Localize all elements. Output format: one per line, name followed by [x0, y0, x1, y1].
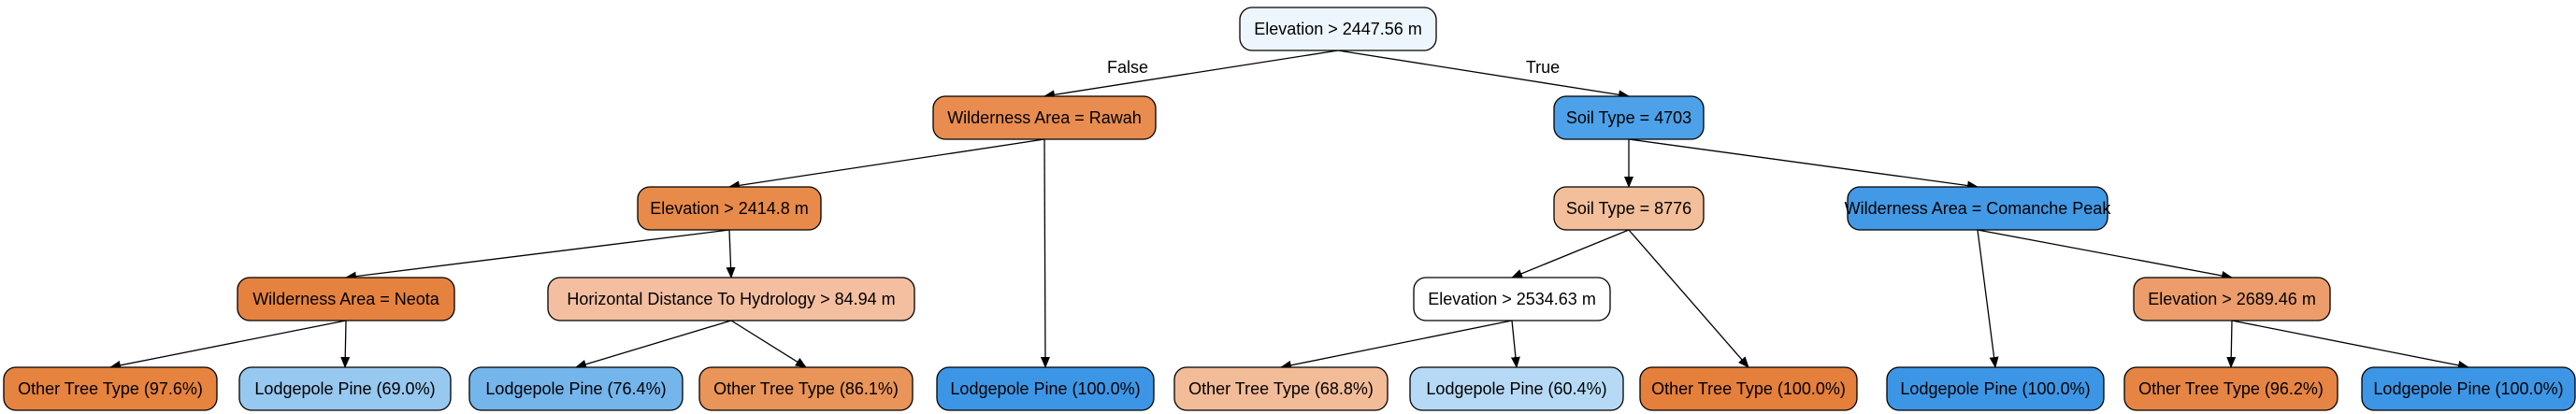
- edge-n7-to-l2: [340, 320, 351, 368]
- edge-n9-to-l5: [1280, 320, 1513, 370]
- edge-n12-to-l7: [2226, 320, 2237, 368]
- tree-node-n8: Horizontal Distance To Hydrology > 84.94…: [547, 277, 915, 321]
- edge-label-true: True: [1526, 58, 1560, 77]
- tree-node-box: [2133, 277, 2331, 321]
- tree-node-box: [936, 366, 1155, 411]
- tree-node-n12: Elevation > 2689.46 m: [2133, 277, 2331, 321]
- edge-n7-to-l1: [109, 320, 347, 370]
- tree-node-label: Wilderness Area = Comanche Peak: [1845, 199, 2112, 218]
- edge-n1-to-n3: [728, 138, 1045, 191]
- tree-node-box: [237, 277, 455, 321]
- tree-node-label: Elevation > 2414.8 m: [650, 199, 809, 218]
- tree-node-label: Other Tree Type (96.2%): [2138, 379, 2324, 398]
- tree-node-n6: Wilderness Area = Comanche Peak: [1845, 186, 2112, 231]
- tree-node-box: [1886, 366, 2105, 411]
- tree-node-label: Elevation > 2534.63 m: [1428, 290, 1596, 308]
- tree-node-box: [1847, 186, 2108, 231]
- tree-node-box: [1553, 95, 1705, 140]
- tree-node-label: Wilderness Area = Rawah: [947, 108, 1142, 127]
- tree-node-n4: Lodgepole Pine (100.0%): [936, 366, 1155, 411]
- tree-node-label: Other Tree Type (97.6%): [18, 379, 203, 398]
- tree-node-box: [1639, 366, 1858, 411]
- tree-node-label: Elevation > 2689.46 m: [2148, 290, 2316, 308]
- tree-node-l2: Lodgepole Pine (69.0%): [238, 366, 452, 411]
- tree-node-n5: Soil Type = 8776: [1553, 186, 1705, 231]
- tree-node-box: [932, 95, 1157, 140]
- tree-node-box: [547, 277, 915, 321]
- tree-node-n3: Elevation > 2414.8 m: [637, 186, 822, 231]
- nodes-layer: Elevation > 2447.56 m Wilderness Area = R…: [3, 7, 2576, 411]
- edge-n6-to-n11: [1977, 229, 1999, 368]
- tree-node-l5: Other Tree Type (68.8%): [1173, 366, 1389, 411]
- edge-n3-to-n8: [726, 229, 736, 278]
- tree-node-l1: Other Tree Type (97.6%): [3, 366, 218, 411]
- edge-label-false: False: [1107, 58, 1148, 77]
- tree-node-n10: Other Tree Type (100.0%): [1639, 366, 1858, 411]
- tree-node-n1: Wilderness Area = Rawah: [932, 95, 1157, 140]
- edges-layer: [109, 50, 2469, 370]
- edge-n5-to-n10: [1628, 229, 1749, 368]
- edge-n9-to-l6: [1510, 320, 1520, 368]
- edge-n3-to-n7: [345, 229, 730, 281]
- tree-node-box: [1413, 277, 1611, 321]
- tree-node-label: Lodgepole Pine (100.0%): [1900, 379, 2090, 398]
- tree-node-l8: Lodgepole Pine (100.0%): [2361, 366, 2576, 411]
- tree-node-label: Elevation > 2447.56 m: [1254, 20, 1422, 38]
- tree-node-l4: Other Tree Type (86.1%): [698, 366, 914, 411]
- tree-node-label: Lodgepole Pine (76.4%): [485, 379, 666, 398]
- tree-node-box: [2361, 366, 2576, 411]
- tree-node-box: [3, 366, 218, 411]
- tree-node-box: [1173, 366, 1389, 411]
- tree-node-l6: Lodgepole Pine (60.4%): [1409, 366, 1624, 411]
- tree-node-n2: Soil Type = 4703: [1553, 95, 1705, 140]
- tree-node-label: Other Tree Type (86.1%): [713, 379, 899, 398]
- tree-node-l3: Lodgepole Pine (76.4%): [468, 366, 684, 411]
- tree-node-box: [698, 366, 914, 411]
- edge-n8-to-l3: [575, 320, 732, 369]
- tree-node-box: [468, 366, 684, 411]
- tree-node-n9: Elevation > 2534.63 m: [1413, 277, 1611, 321]
- tree-node-label: Soil Type = 8776: [1566, 199, 1691, 218]
- edge-n5-to-n9: [1511, 229, 1630, 278]
- edge-n6-to-n12: [1977, 229, 2233, 280]
- tree-node-label: Horizontal Distance To Hydrology > 84.94…: [567, 290, 895, 308]
- tree-node-label: Other Tree Type (68.8%): [1188, 379, 1374, 398]
- tree-node-box: [1409, 366, 1624, 411]
- tree-node-box: [1553, 186, 1705, 231]
- tree-node-label: Lodgepole Pine (100.0%): [950, 379, 1140, 398]
- tree-node-root: Elevation > 2447.56 m: [1239, 7, 1437, 51]
- tree-node-label: Lodgepole Pine (69.0%): [254, 379, 435, 398]
- edge-n2-to-n6: [1628, 138, 1979, 191]
- tree-node-label: Lodgepole Pine (60.4%): [1426, 379, 1606, 398]
- tree-node-n7: Wilderness Area = Neota: [237, 277, 455, 321]
- edge-root-to-n1: [1043, 50, 1339, 100]
- tree-node-box: [1239, 7, 1437, 51]
- edge-n12-to-l8: [2231, 320, 2469, 370]
- tree-node-n11: Lodgepole Pine (100.0%): [1886, 366, 2105, 411]
- tree-node-box: [238, 366, 452, 411]
- edge-labels-layer: False True: [1107, 58, 1560, 77]
- edge-root-to-n2: [1337, 50, 1630, 100]
- tree-node-label: Wilderness Area = Neota: [252, 290, 440, 308]
- tree-node-box: [637, 186, 822, 231]
- tree-node-box: [2123, 366, 2339, 411]
- tree-node-label: Other Tree Type (100.0%): [1651, 379, 1846, 398]
- edge-n1-to-n4: [1040, 138, 1050, 368]
- edge-n8-to-l4: [730, 320, 807, 368]
- tree-node-label: Soil Type = 4703: [1566, 108, 1691, 127]
- tree-node-l7: Other Tree Type (96.2%): [2123, 366, 2339, 411]
- tree-node-label: Lodgepole Pine (100.0%): [2373, 379, 2563, 398]
